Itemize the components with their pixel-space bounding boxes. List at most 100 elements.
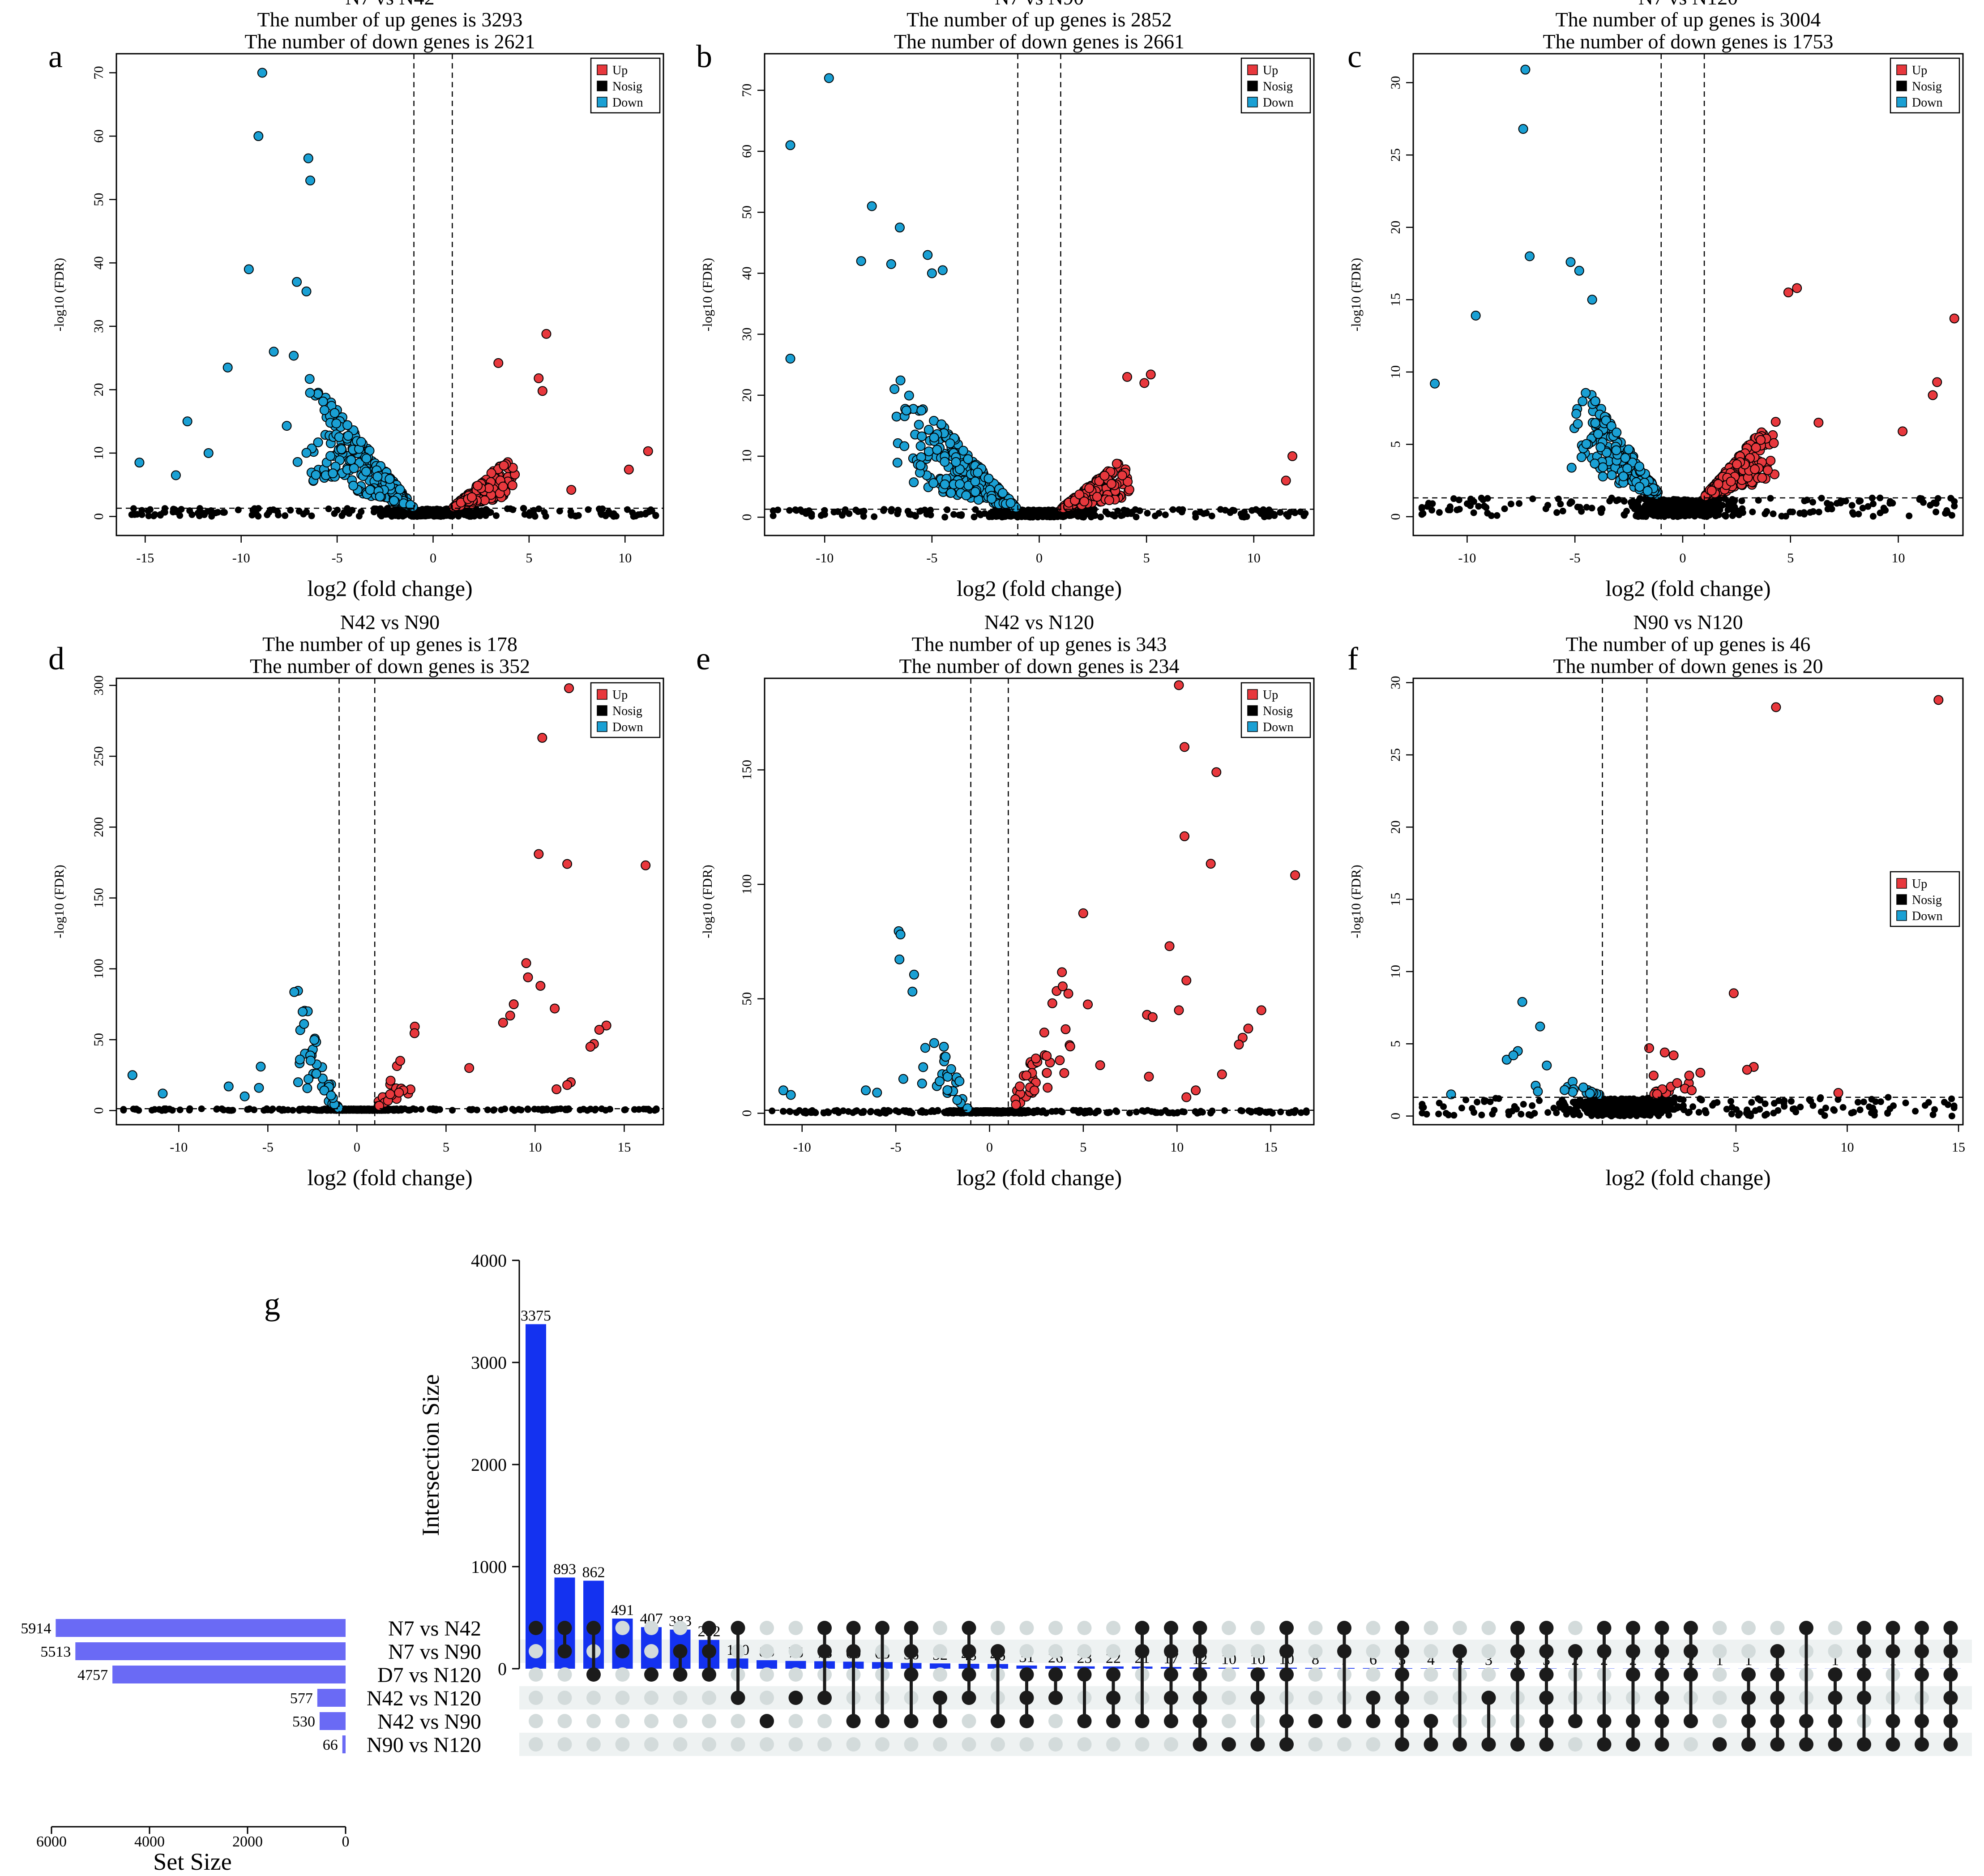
nosig-point — [145, 507, 152, 514]
down-point — [304, 374, 315, 384]
down-point — [867, 201, 877, 211]
down-point — [785, 140, 795, 150]
up-point — [1287, 451, 1298, 461]
x-tick-label: 15 — [1264, 1140, 1278, 1155]
nosig-point — [418, 1106, 425, 1113]
nosig-point — [1942, 510, 1949, 517]
nosig-point — [406, 511, 414, 518]
nosig-point — [1716, 501, 1723, 508]
up-point — [1769, 438, 1779, 448]
y-tick-label: 50 — [740, 992, 754, 1006]
up-point — [1211, 767, 1222, 777]
legend-swatch-down — [1896, 97, 1907, 107]
nosig-point — [1650, 510, 1657, 517]
up-point — [1770, 417, 1781, 427]
nosig-point — [541, 509, 548, 516]
nosig-point — [988, 513, 996, 520]
down-point — [405, 500, 415, 510]
down-point — [889, 384, 900, 394]
legend-label-down: Down — [612, 96, 643, 110]
up-point — [537, 386, 547, 396]
y-tick-label: 100 — [91, 959, 106, 979]
down-point — [954, 1076, 965, 1086]
down-point — [329, 408, 340, 418]
down-point — [901, 405, 911, 415]
nosig-point — [556, 507, 563, 514]
nosig-point — [1192, 514, 1199, 521]
panel-title: N7 vs N42 — [345, 0, 434, 9]
panel-letter-b: b — [696, 39, 712, 74]
legend-swatch-down — [597, 97, 607, 107]
down-point — [1642, 486, 1653, 496]
volcano-points — [770, 73, 1309, 521]
up-point — [534, 849, 544, 859]
x-tick-label: -10 — [816, 551, 834, 565]
nosig-point — [1628, 500, 1635, 507]
x-tick-label: -5 — [332, 551, 343, 565]
nosig-point — [221, 509, 228, 516]
panel-title: N7 vs N120 — [1638, 0, 1738, 9]
nosig-point — [585, 506, 592, 513]
nosig-point — [474, 1106, 481, 1114]
down-point — [254, 1083, 264, 1093]
down-point — [929, 1038, 939, 1048]
nosig-point — [950, 511, 958, 518]
down-point — [924, 446, 934, 457]
legend-swatch-nosig — [1896, 81, 1907, 91]
nosig-point — [1231, 507, 1238, 514]
nosig-point — [871, 513, 878, 520]
down-point — [319, 405, 329, 415]
nosig-point — [325, 505, 332, 513]
down-point — [293, 1077, 303, 1088]
nosig-point — [1271, 512, 1278, 519]
nosig-point — [958, 511, 965, 518]
up-point — [1813, 417, 1824, 428]
nosig-point — [1927, 501, 1934, 509]
y-tick-label: 0 — [740, 514, 754, 521]
legend-label-nosig: Nosig — [1263, 80, 1293, 94]
nosig-point — [1283, 511, 1290, 518]
nosig-point — [1126, 1109, 1133, 1117]
up-point — [1084, 483, 1095, 493]
nosig-point — [971, 514, 978, 521]
nosig-point — [1207, 1109, 1214, 1117]
nosig-point — [244, 1106, 251, 1113]
nosig-point — [1529, 495, 1536, 502]
down-point — [946, 1064, 956, 1074]
up-point — [1083, 999, 1093, 1010]
nosig-point — [995, 512, 1002, 519]
up-point — [541, 329, 552, 339]
up-point — [566, 485, 577, 495]
down-point — [346, 455, 356, 465]
down-point — [1634, 482, 1645, 492]
nosig-point — [308, 512, 315, 519]
nosig-point — [1475, 503, 1482, 510]
nosig-point — [927, 1108, 934, 1115]
down-point — [915, 441, 926, 451]
nosig-point — [1052, 1108, 1060, 1115]
legend-label-nosig: Nosig — [1912, 80, 1942, 94]
y-tick-label: 60 — [91, 129, 106, 143]
nosig-point — [1197, 1108, 1204, 1115]
nosig-point — [1886, 498, 1894, 505]
x-axis-title: log2 (fold change) — [1605, 576, 1770, 601]
nosig-point — [1458, 1105, 1465, 1112]
down-point — [951, 457, 961, 467]
panel-title: N42 vs N120 — [984, 611, 1094, 634]
x-tick-label: 10 — [1892, 551, 1905, 565]
up-point — [464, 1063, 475, 1073]
panel-down-count: The number of down genes is 1753 — [1543, 30, 1834, 53]
up-point — [641, 860, 651, 870]
nosig-point — [1144, 510, 1151, 517]
panel-up-count: The number of up genes is 178 — [262, 633, 517, 655]
nosig-point — [413, 510, 420, 517]
down-point — [955, 479, 965, 489]
x-tick-label: -5 — [926, 551, 937, 565]
y-tick-label: 70 — [91, 66, 106, 79]
up-point — [1174, 1005, 1184, 1015]
legend-label-down: Down — [612, 720, 643, 734]
up-point — [409, 1028, 419, 1038]
down-point — [305, 388, 315, 398]
